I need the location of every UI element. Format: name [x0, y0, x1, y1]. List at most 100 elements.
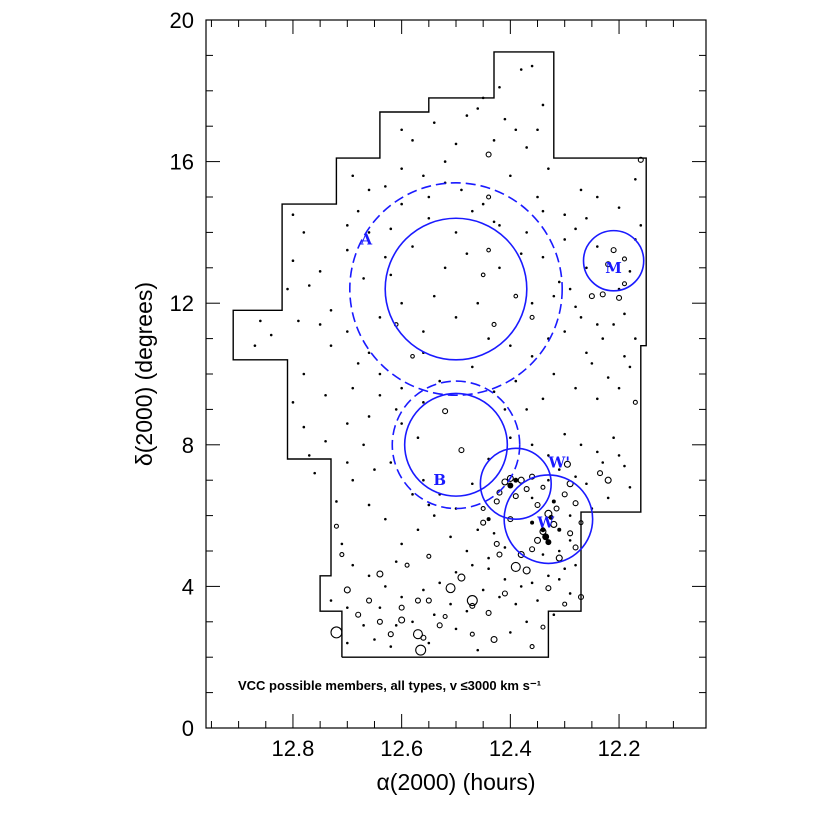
galaxy-dot [536, 128, 539, 132]
galaxy-dot [460, 188, 463, 192]
galaxy-dot [498, 224, 501, 227]
galaxy-filled [540, 527, 546, 533]
galaxy-open [469, 631, 475, 637]
galaxy-dot [422, 401, 425, 404]
galaxy-dot [563, 432, 566, 436]
galaxy-dot [318, 270, 322, 273]
galaxy-dot [465, 252, 469, 255]
galaxy-dot [574, 475, 577, 478]
galaxy-open [522, 566, 531, 575]
tick-labels: 12.8 12.6 12.4 12.2 0 4 8 12 16 20 [170, 8, 641, 761]
galaxy-open [501, 478, 509, 486]
galaxy-filled [486, 517, 491, 522]
galaxy-open [529, 546, 536, 553]
galaxy-dot [541, 255, 545, 259]
galaxy-dot [449, 602, 452, 606]
galaxy-open [572, 500, 579, 507]
galaxy-open [442, 613, 448, 620]
galaxy-dot [596, 397, 599, 401]
galaxy-open [398, 604, 405, 611]
galaxy-open [420, 634, 427, 641]
galaxy-dot [498, 266, 501, 270]
galaxy-dot [422, 330, 425, 333]
galaxy-dot [601, 337, 605, 340]
galaxy-dot [454, 231, 458, 234]
galaxy-dot [634, 337, 637, 340]
galaxy-dot [492, 139, 496, 142]
galaxy-open [425, 597, 432, 604]
galaxy-dot [394, 560, 398, 563]
galaxy-dot [400, 301, 403, 305]
galaxy-dot [498, 595, 501, 599]
galaxy-dot [367, 503, 371, 507]
galaxy-dot [286, 287, 289, 291]
galaxy-dot [269, 333, 273, 337]
galaxy-dot [253, 344, 257, 347]
galaxy-open [426, 553, 432, 559]
galaxy-dot [471, 563, 474, 567]
galaxy-dot [449, 535, 452, 539]
galaxy-dot [471, 209, 474, 213]
galaxy-open [414, 597, 421, 604]
galaxy-dot [552, 294, 556, 298]
galaxy-dot [547, 478, 550, 482]
galaxy-dot [400, 128, 403, 132]
galaxy-dot [432, 514, 436, 517]
galaxy-dot [601, 461, 605, 464]
galaxy-dot [568, 539, 572, 542]
galaxy-dot [617, 206, 621, 209]
galaxy-dot [367, 188, 371, 192]
galaxy-dot [596, 195, 599, 199]
galaxy-open [561, 491, 568, 498]
galaxy-dot [465, 114, 469, 117]
galaxy-open [445, 583, 456, 594]
galaxy-dot [351, 386, 355, 390]
galaxy-dot [590, 362, 594, 365]
galaxy-dot [373, 468, 376, 471]
galaxy-dot [422, 174, 425, 178]
galaxy-dot [427, 503, 431, 507]
galaxy-dot [634, 178, 637, 181]
galaxy-dot [563, 238, 566, 241]
galaxy-dot [378, 316, 382, 319]
galaxy-dot [443, 160, 447, 163]
galaxy-dot [367, 415, 371, 418]
galaxy-filled [530, 520, 535, 525]
galaxy-open [572, 544, 579, 551]
galaxy-dot [503, 578, 507, 581]
galaxy-dot [536, 195, 539, 199]
galaxy-dot [596, 245, 599, 248]
galaxy-dot [530, 496, 534, 500]
galaxy-dot [519, 68, 523, 71]
galaxy-dot [557, 280, 561, 284]
galaxy-dot [346, 330, 349, 333]
galaxy-open [588, 293, 595, 300]
galaxy-open [485, 609, 492, 616]
galaxy-dot [568, 287, 572, 291]
galaxy-dot [443, 266, 447, 270]
galaxy-open [490, 635, 498, 644]
galaxy-open [501, 590, 508, 597]
region-label-B: B [433, 471, 446, 489]
galaxy-dot [612, 436, 615, 440]
galaxy-dot [481, 96, 485, 100]
galaxy-dot [427, 216, 431, 220]
galaxy-dot [400, 167, 403, 170]
galaxy-dot [351, 478, 355, 482]
galaxy-dot [617, 386, 621, 390]
galaxy-open [376, 570, 384, 578]
galaxy-open [366, 597, 373, 604]
galaxy-dot [530, 443, 534, 447]
galaxy-dot [465, 549, 469, 553]
galaxy-open [376, 618, 383, 625]
galaxy-open [398, 616, 406, 624]
galaxy-open [510, 561, 521, 572]
galaxy-open [415, 644, 427, 656]
galaxy-dot [541, 553, 545, 556]
galaxy-dot [623, 312, 626, 316]
x-tick-label: 12.2 [598, 736, 641, 761]
galaxy-dot [400, 202, 403, 206]
galaxy-dot [509, 631, 512, 634]
galaxy-dot [606, 496, 610, 500]
galaxy-dot [503, 117, 507, 121]
